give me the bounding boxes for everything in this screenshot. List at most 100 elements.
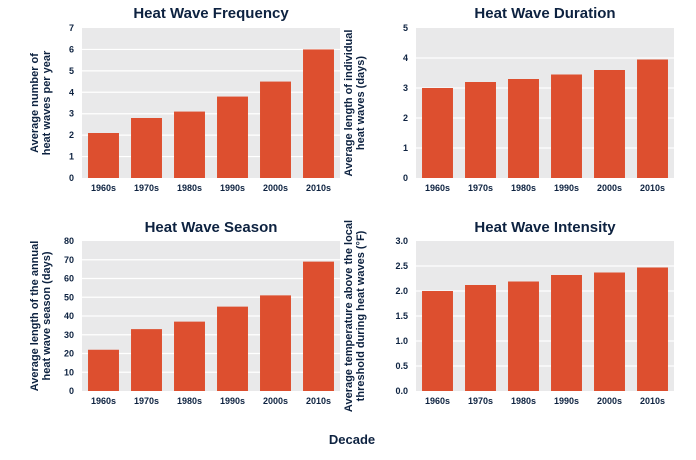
- y-tick-label: 30: [64, 330, 74, 340]
- y-axis-label: Average length of the annualheat wave se…: [29, 241, 53, 392]
- x-tick-label: 2000s: [597, 396, 622, 406]
- y-tick-label: 4: [69, 87, 74, 97]
- plot-area: [416, 28, 674, 178]
- x-tick-label: 1990s: [554, 183, 579, 193]
- x-tick-label: 2010s: [640, 396, 665, 406]
- x-tick-label: 2010s: [306, 396, 331, 406]
- y-tick-label: 2.0: [395, 286, 408, 296]
- y-tick-label: 40: [64, 311, 74, 321]
- x-tick-label: 2000s: [263, 396, 288, 406]
- x-tick-label: 1960s: [425, 396, 450, 406]
- y-axis-label-line: Average temperature above the local: [343, 220, 355, 412]
- x-tick-label: 1970s: [134, 396, 159, 406]
- x-tick-label: 1990s: [220, 183, 245, 193]
- y-tick-label: 4: [403, 53, 408, 63]
- bar-1980s: [174, 111, 205, 178]
- y-tick-label: 1.0: [395, 336, 408, 346]
- x-tick-label: 2000s: [597, 183, 622, 193]
- bar-1960s: [422, 291, 453, 391]
- chart-title: Heat Wave Season: [145, 219, 278, 236]
- shared-x-axis-label: Decade: [329, 432, 375, 447]
- y-tick-label: 0: [69, 386, 74, 396]
- x-tick-label: 1980s: [511, 396, 536, 406]
- chart-1: 0 1 2 3 4 5 6 7 1960s 1970s 1980s 1990s 2000s 2010s He…: [29, 5, 340, 193]
- bar-1960s: [88, 349, 119, 391]
- chart-4: 0.0 0.5 1.0 1.5 2.0 2.5 3.0 1960s 1970s 1980s 1990…: [343, 219, 674, 412]
- bar-1980s: [508, 281, 539, 391]
- y-tick-label: 7: [69, 23, 74, 33]
- y-tick-label: 2.5: [395, 261, 408, 271]
- bar-2000s: [594, 272, 625, 391]
- y-tick-label: 6: [69, 44, 74, 54]
- bar-1970s: [131, 329, 162, 391]
- y-tick-label: 0: [69, 173, 74, 183]
- y-axis-label-line: threshold during heat waves (°F): [355, 230, 367, 401]
- chart-3: 0 10 20 30 40 50 60 70 80 1960s 1970s 1980s 1990s 200…: [29, 219, 340, 406]
- y-tick-label: 20: [64, 349, 74, 359]
- x-tick-label: 2000s: [263, 183, 288, 193]
- bar-1960s: [88, 133, 119, 178]
- y-tick-label: 3: [403, 83, 408, 93]
- x-tick-label: 1960s: [91, 396, 116, 406]
- y-tick-label: 1: [69, 152, 74, 162]
- y-axis-label-line: Average length of individual: [343, 30, 355, 177]
- y-axis-label-line: heat wave season (days): [41, 251, 53, 380]
- y-tick-label: 0.5: [395, 361, 408, 371]
- bar-2010s: [637, 59, 668, 178]
- bar-2000s: [260, 81, 291, 178]
- y-axis-label-line: heat waves (days): [355, 56, 367, 150]
- y-axis-label-line: heat waves per year: [41, 50, 53, 155]
- bar-1970s: [465, 82, 496, 178]
- y-axis-label: Average temperature above the localthres…: [343, 220, 367, 412]
- chart-title: Heat Wave Frequency: [133, 5, 289, 22]
- y-tick-label: 2: [403, 113, 408, 123]
- y-tick-label: 3.0: [395, 236, 408, 246]
- y-tick-label: 60: [64, 274, 74, 284]
- chart-2: 0 1 2 3 4 5 1960s 1970s 1980s 1990s 2000s 2010s Heat…: [343, 5, 674, 193]
- bar-2010s: [303, 49, 334, 178]
- x-tick-label: 1960s: [425, 183, 450, 193]
- y-tick-label: 1: [403, 143, 408, 153]
- y-axis-label-line: Average number of: [29, 53, 41, 153]
- x-tick-label: 1980s: [511, 183, 536, 193]
- y-tick-label: 5: [69, 66, 74, 76]
- bar-1990s: [551, 74, 582, 178]
- x-tick-label: 1980s: [177, 183, 202, 193]
- bar-1990s: [217, 306, 248, 391]
- y-tick-label: 0: [403, 173, 408, 183]
- y-tick-label: 3: [69, 109, 74, 119]
- y-tick-label: 10: [64, 367, 74, 377]
- bar-1990s: [217, 96, 248, 178]
- x-tick-label: 1990s: [220, 396, 245, 406]
- y-axis-label-line: Average length of the annual: [29, 241, 41, 392]
- bar-2000s: [260, 295, 291, 391]
- x-tick-label: 1970s: [468, 396, 493, 406]
- y-tick-label: 5: [403, 23, 408, 33]
- x-tick-label: 1970s: [468, 183, 493, 193]
- y-tick-label: 1.5: [395, 311, 408, 321]
- y-axis-label: Average number ofheat waves per year: [29, 50, 53, 155]
- y-tick-label: 0.0: [395, 386, 408, 396]
- bar-2000s: [594, 70, 625, 178]
- x-tick-label: 2010s: [306, 183, 331, 193]
- x-tick-label: 1960s: [91, 183, 116, 193]
- y-tick-label: 50: [64, 292, 74, 302]
- bar-2010s: [637, 267, 668, 391]
- y-tick-label: 70: [64, 255, 74, 265]
- bar-2010s: [303, 261, 334, 391]
- chart-title: Heat Wave Intensity: [474, 219, 616, 236]
- chart-title: Heat Wave Duration: [474, 5, 615, 22]
- bar-1960s: [422, 88, 453, 178]
- y-tick-label: 80: [64, 236, 74, 246]
- y-tick-label: 2: [69, 130, 74, 140]
- x-tick-label: 1980s: [177, 396, 202, 406]
- bar-1970s: [465, 285, 496, 391]
- y-axis-label: Average length of individualheat waves (…: [343, 30, 367, 177]
- x-tick-label: 1990s: [554, 396, 579, 406]
- bar-1970s: [131, 118, 162, 178]
- bar-1990s: [551, 275, 582, 391]
- bar-1980s: [174, 321, 205, 391]
- x-tick-label: 2010s: [640, 183, 665, 193]
- bar-1980s: [508, 79, 539, 178]
